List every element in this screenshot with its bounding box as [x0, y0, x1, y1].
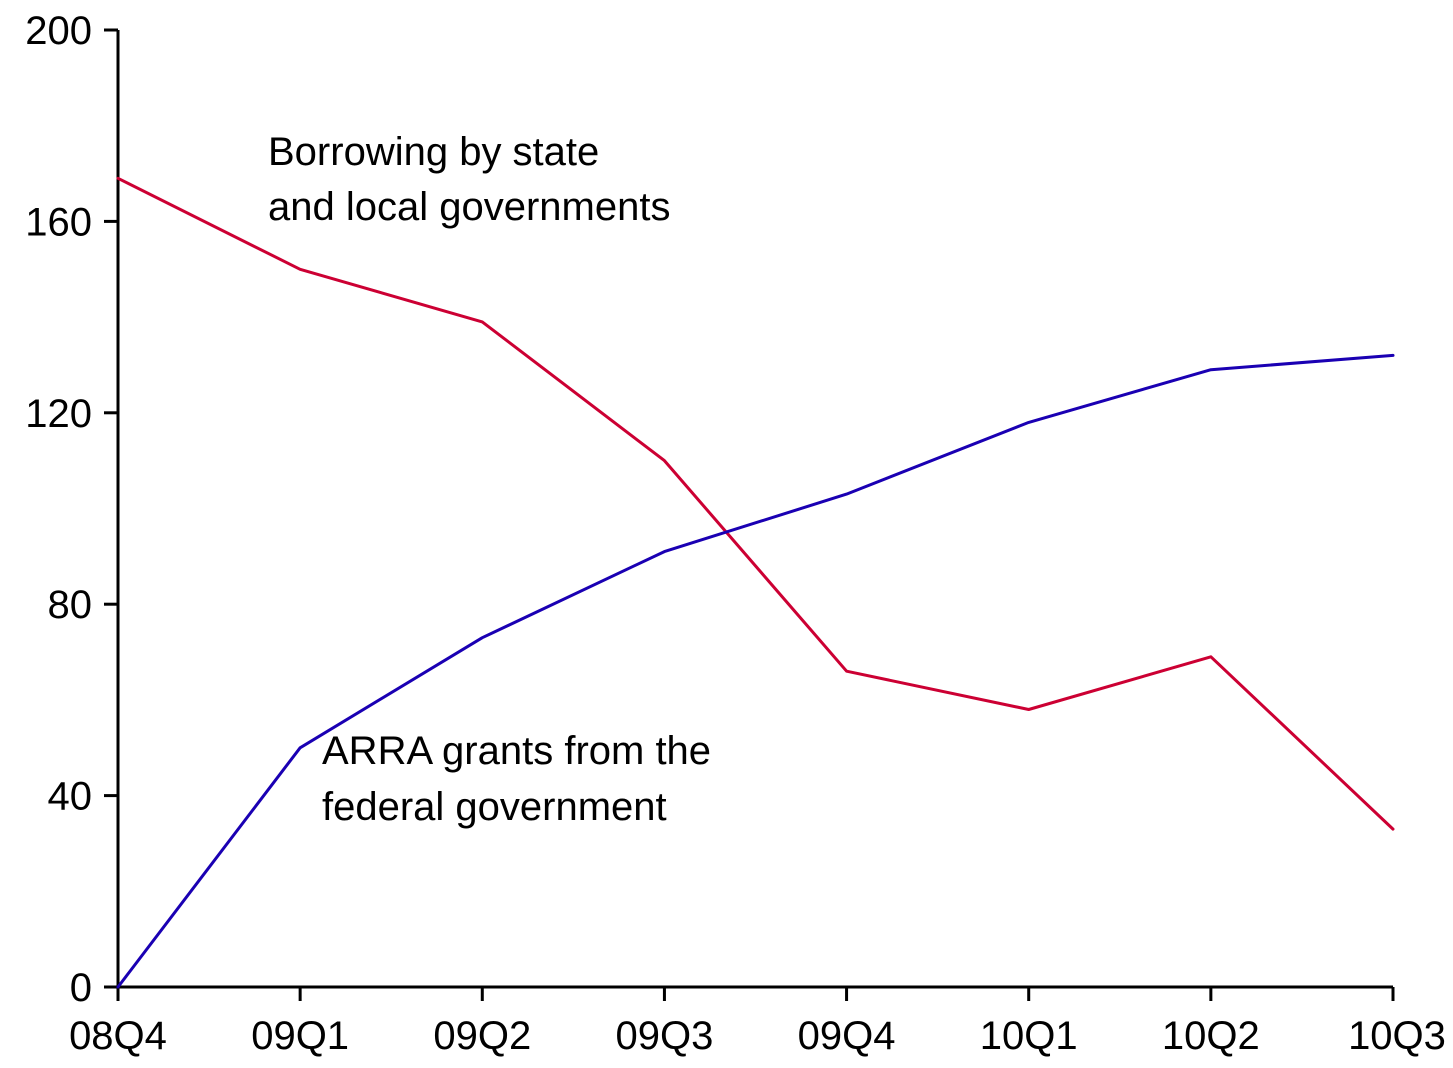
annotation-borrowing-line-1: Borrowing by state [268, 130, 599, 174]
series-line-0 [116, 176, 1395, 831]
y-tick-label: 0 [70, 966, 92, 1010]
x-tick-label: 08Q4 [69, 1014, 167, 1058]
series-line-1 [116, 353, 1395, 989]
annotation-arra: ARRA grants from the federal government [322, 729, 711, 829]
y-tick-label: 120 [25, 392, 92, 436]
y-tick-label: 160 [25, 200, 92, 244]
x-tick-label: 09Q1 [251, 1014, 349, 1058]
annotation-arra-line-1: ARRA grants from the [322, 729, 711, 773]
annotation-borrowing-line-2: and local governments [268, 185, 670, 229]
y-tick-label: 200 [25, 9, 92, 53]
x-tick-label: 10Q3 [1348, 1014, 1446, 1058]
annotation-borrowing: Borrowing by state and local governments [268, 130, 670, 229]
x-tick-label: 09Q3 [615, 1014, 713, 1058]
x-axis-ticks: 08Q4 09Q1 09Q2 09Q3 09Q4 10Q1 10Q2 10Q3 [69, 987, 1446, 1058]
y-axis-ticks: 0 40 80 120 160 200 [25, 9, 118, 1010]
y-tick-label: 80 [48, 583, 93, 627]
series-lines [116, 176, 1395, 989]
axes [116, 30, 1393, 989]
x-tick-label: 10Q1 [980, 1014, 1078, 1058]
annotation-arra-line-2: federal government [322, 785, 667, 829]
y-tick-label: 40 [48, 775, 93, 819]
x-tick-label: 09Q4 [798, 1014, 896, 1058]
x-tick-label: 10Q2 [1162, 1014, 1260, 1058]
x-tick-label: 09Q2 [433, 1014, 531, 1058]
